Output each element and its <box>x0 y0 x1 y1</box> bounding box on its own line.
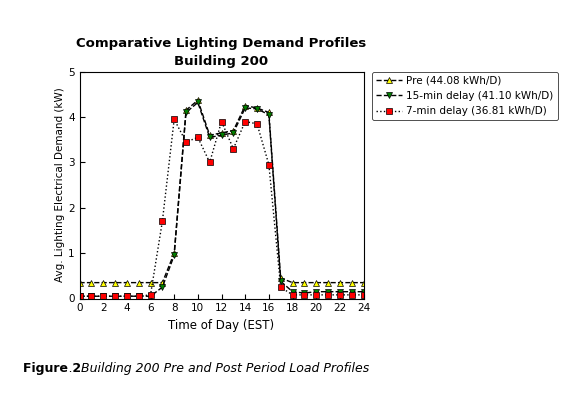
Pre (44.08 kWh/D) <box>336 280 343 285</box>
Pre (44.08 kWh/D) <box>111 280 119 285</box>
15-min delay (41.10 kWh/D) <box>265 112 272 117</box>
7-min delay (36.81 kWh/D) <box>135 294 142 298</box>
Pre (44.08 kWh/D) <box>76 280 83 285</box>
Line: 7-min delay (36.81 kWh/D): 7-min delay (36.81 kWh/D) <box>77 117 366 299</box>
15-min delay (41.10 kWh/D) <box>277 279 284 284</box>
X-axis label: Time of Day (EST): Time of Day (EST) <box>169 319 274 332</box>
Pre (44.08 kWh/D) <box>242 103 249 108</box>
7-min delay (36.81 kWh/D) <box>360 293 367 297</box>
7-min delay (36.81 kWh/D) <box>289 293 296 297</box>
15-min delay (41.10 kWh/D) <box>159 285 166 290</box>
Pre (44.08 kWh/D) <box>88 280 95 285</box>
15-min delay (41.10 kWh/D) <box>171 253 178 258</box>
Pre (44.08 kWh/D) <box>265 110 272 115</box>
7-min delay (36.81 kWh/D) <box>313 293 320 297</box>
15-min delay (41.10 kWh/D) <box>123 294 130 298</box>
7-min delay (36.81 kWh/D) <box>159 219 166 224</box>
15-min delay (41.10 kWh/D) <box>76 294 83 298</box>
15-min delay (41.10 kWh/D) <box>88 294 95 298</box>
15-min delay (41.10 kWh/D) <box>253 106 260 111</box>
Pre (44.08 kWh/D) <box>159 280 166 285</box>
7-min delay (36.81 kWh/D) <box>218 119 225 124</box>
15-min delay (41.10 kWh/D) <box>348 289 355 294</box>
Y-axis label: Avg. Lighting Electrical Demand (kW): Avg. Lighting Electrical Demand (kW) <box>55 88 65 283</box>
Text: .  Building 200 Pre and Post Period Load Profiles: . Building 200 Pre and Post Period Load … <box>69 362 370 375</box>
7-min delay (36.81 kWh/D) <box>325 293 332 297</box>
Pre (44.08 kWh/D) <box>194 98 201 103</box>
Pre (44.08 kWh/D) <box>218 131 225 135</box>
Pre (44.08 kWh/D) <box>171 251 178 256</box>
15-min delay (41.10 kWh/D) <box>194 100 201 105</box>
7-min delay (36.81 kWh/D) <box>206 160 213 165</box>
Pre (44.08 kWh/D) <box>325 280 332 285</box>
Text: Figure 2: Figure 2 <box>23 362 81 375</box>
Pre (44.08 kWh/D) <box>348 280 355 285</box>
Pre (44.08 kWh/D) <box>182 108 189 113</box>
15-min delay (41.10 kWh/D) <box>313 289 320 294</box>
7-min delay (36.81 kWh/D) <box>171 117 178 122</box>
7-min delay (36.81 kWh/D) <box>230 146 237 151</box>
15-min delay (41.10 kWh/D) <box>182 110 189 115</box>
Line: 15-min delay (41.10 kWh/D): 15-min delay (41.10 kWh/D) <box>77 100 366 299</box>
Pre (44.08 kWh/D) <box>135 280 142 285</box>
Pre (44.08 kWh/D) <box>100 280 107 285</box>
7-min delay (36.81 kWh/D) <box>265 162 272 167</box>
15-min delay (41.10 kWh/D) <box>111 294 119 298</box>
Pre (44.08 kWh/D) <box>301 280 308 285</box>
15-min delay (41.10 kWh/D) <box>147 294 154 298</box>
15-min delay (41.10 kWh/D) <box>100 294 107 298</box>
Pre (44.08 kWh/D) <box>313 280 320 285</box>
15-min delay (41.10 kWh/D) <box>336 289 343 294</box>
15-min delay (41.10 kWh/D) <box>360 289 367 294</box>
7-min delay (36.81 kWh/D) <box>336 293 343 297</box>
Pre (44.08 kWh/D) <box>289 280 296 285</box>
15-min delay (41.10 kWh/D) <box>230 131 237 135</box>
Legend: Pre (44.08 kWh/D), 15-min delay (41.10 kWh/D), 7-min delay (36.81 kWh/D): Pre (44.08 kWh/D), 15-min delay (41.10 k… <box>372 72 558 120</box>
7-min delay (36.81 kWh/D) <box>111 294 119 298</box>
7-min delay (36.81 kWh/D) <box>242 119 249 124</box>
15-min delay (41.10 kWh/D) <box>242 105 249 110</box>
15-min delay (41.10 kWh/D) <box>301 291 308 295</box>
7-min delay (36.81 kWh/D) <box>253 121 260 126</box>
Pre (44.08 kWh/D) <box>123 280 130 285</box>
15-min delay (41.10 kWh/D) <box>218 133 225 138</box>
7-min delay (36.81 kWh/D) <box>348 293 355 297</box>
15-min delay (41.10 kWh/D) <box>135 294 142 298</box>
15-min delay (41.10 kWh/D) <box>206 135 213 140</box>
7-min delay (36.81 kWh/D) <box>123 294 130 298</box>
Title: Comparative Lighting Demand Profiles
Building 200: Comparative Lighting Demand Profiles Bui… <box>76 37 367 68</box>
7-min delay (36.81 kWh/D) <box>277 285 284 290</box>
7-min delay (36.81 kWh/D) <box>194 135 201 140</box>
Pre (44.08 kWh/D) <box>206 133 213 138</box>
7-min delay (36.81 kWh/D) <box>76 294 83 298</box>
7-min delay (36.81 kWh/D) <box>182 140 189 144</box>
Pre (44.08 kWh/D) <box>253 105 260 110</box>
15-min delay (41.10 kWh/D) <box>289 289 296 294</box>
7-min delay (36.81 kWh/D) <box>100 294 107 298</box>
15-min delay (41.10 kWh/D) <box>325 289 332 294</box>
7-min delay (36.81 kWh/D) <box>301 293 308 297</box>
Pre (44.08 kWh/D) <box>230 128 237 133</box>
Pre (44.08 kWh/D) <box>360 280 367 285</box>
Pre (44.08 kWh/D) <box>147 280 154 285</box>
7-min delay (36.81 kWh/D) <box>147 293 154 297</box>
7-min delay (36.81 kWh/D) <box>88 294 95 298</box>
Line: Pre (44.08 kWh/D): Pre (44.08 kWh/D) <box>77 98 366 285</box>
Pre (44.08 kWh/D) <box>277 276 284 281</box>
